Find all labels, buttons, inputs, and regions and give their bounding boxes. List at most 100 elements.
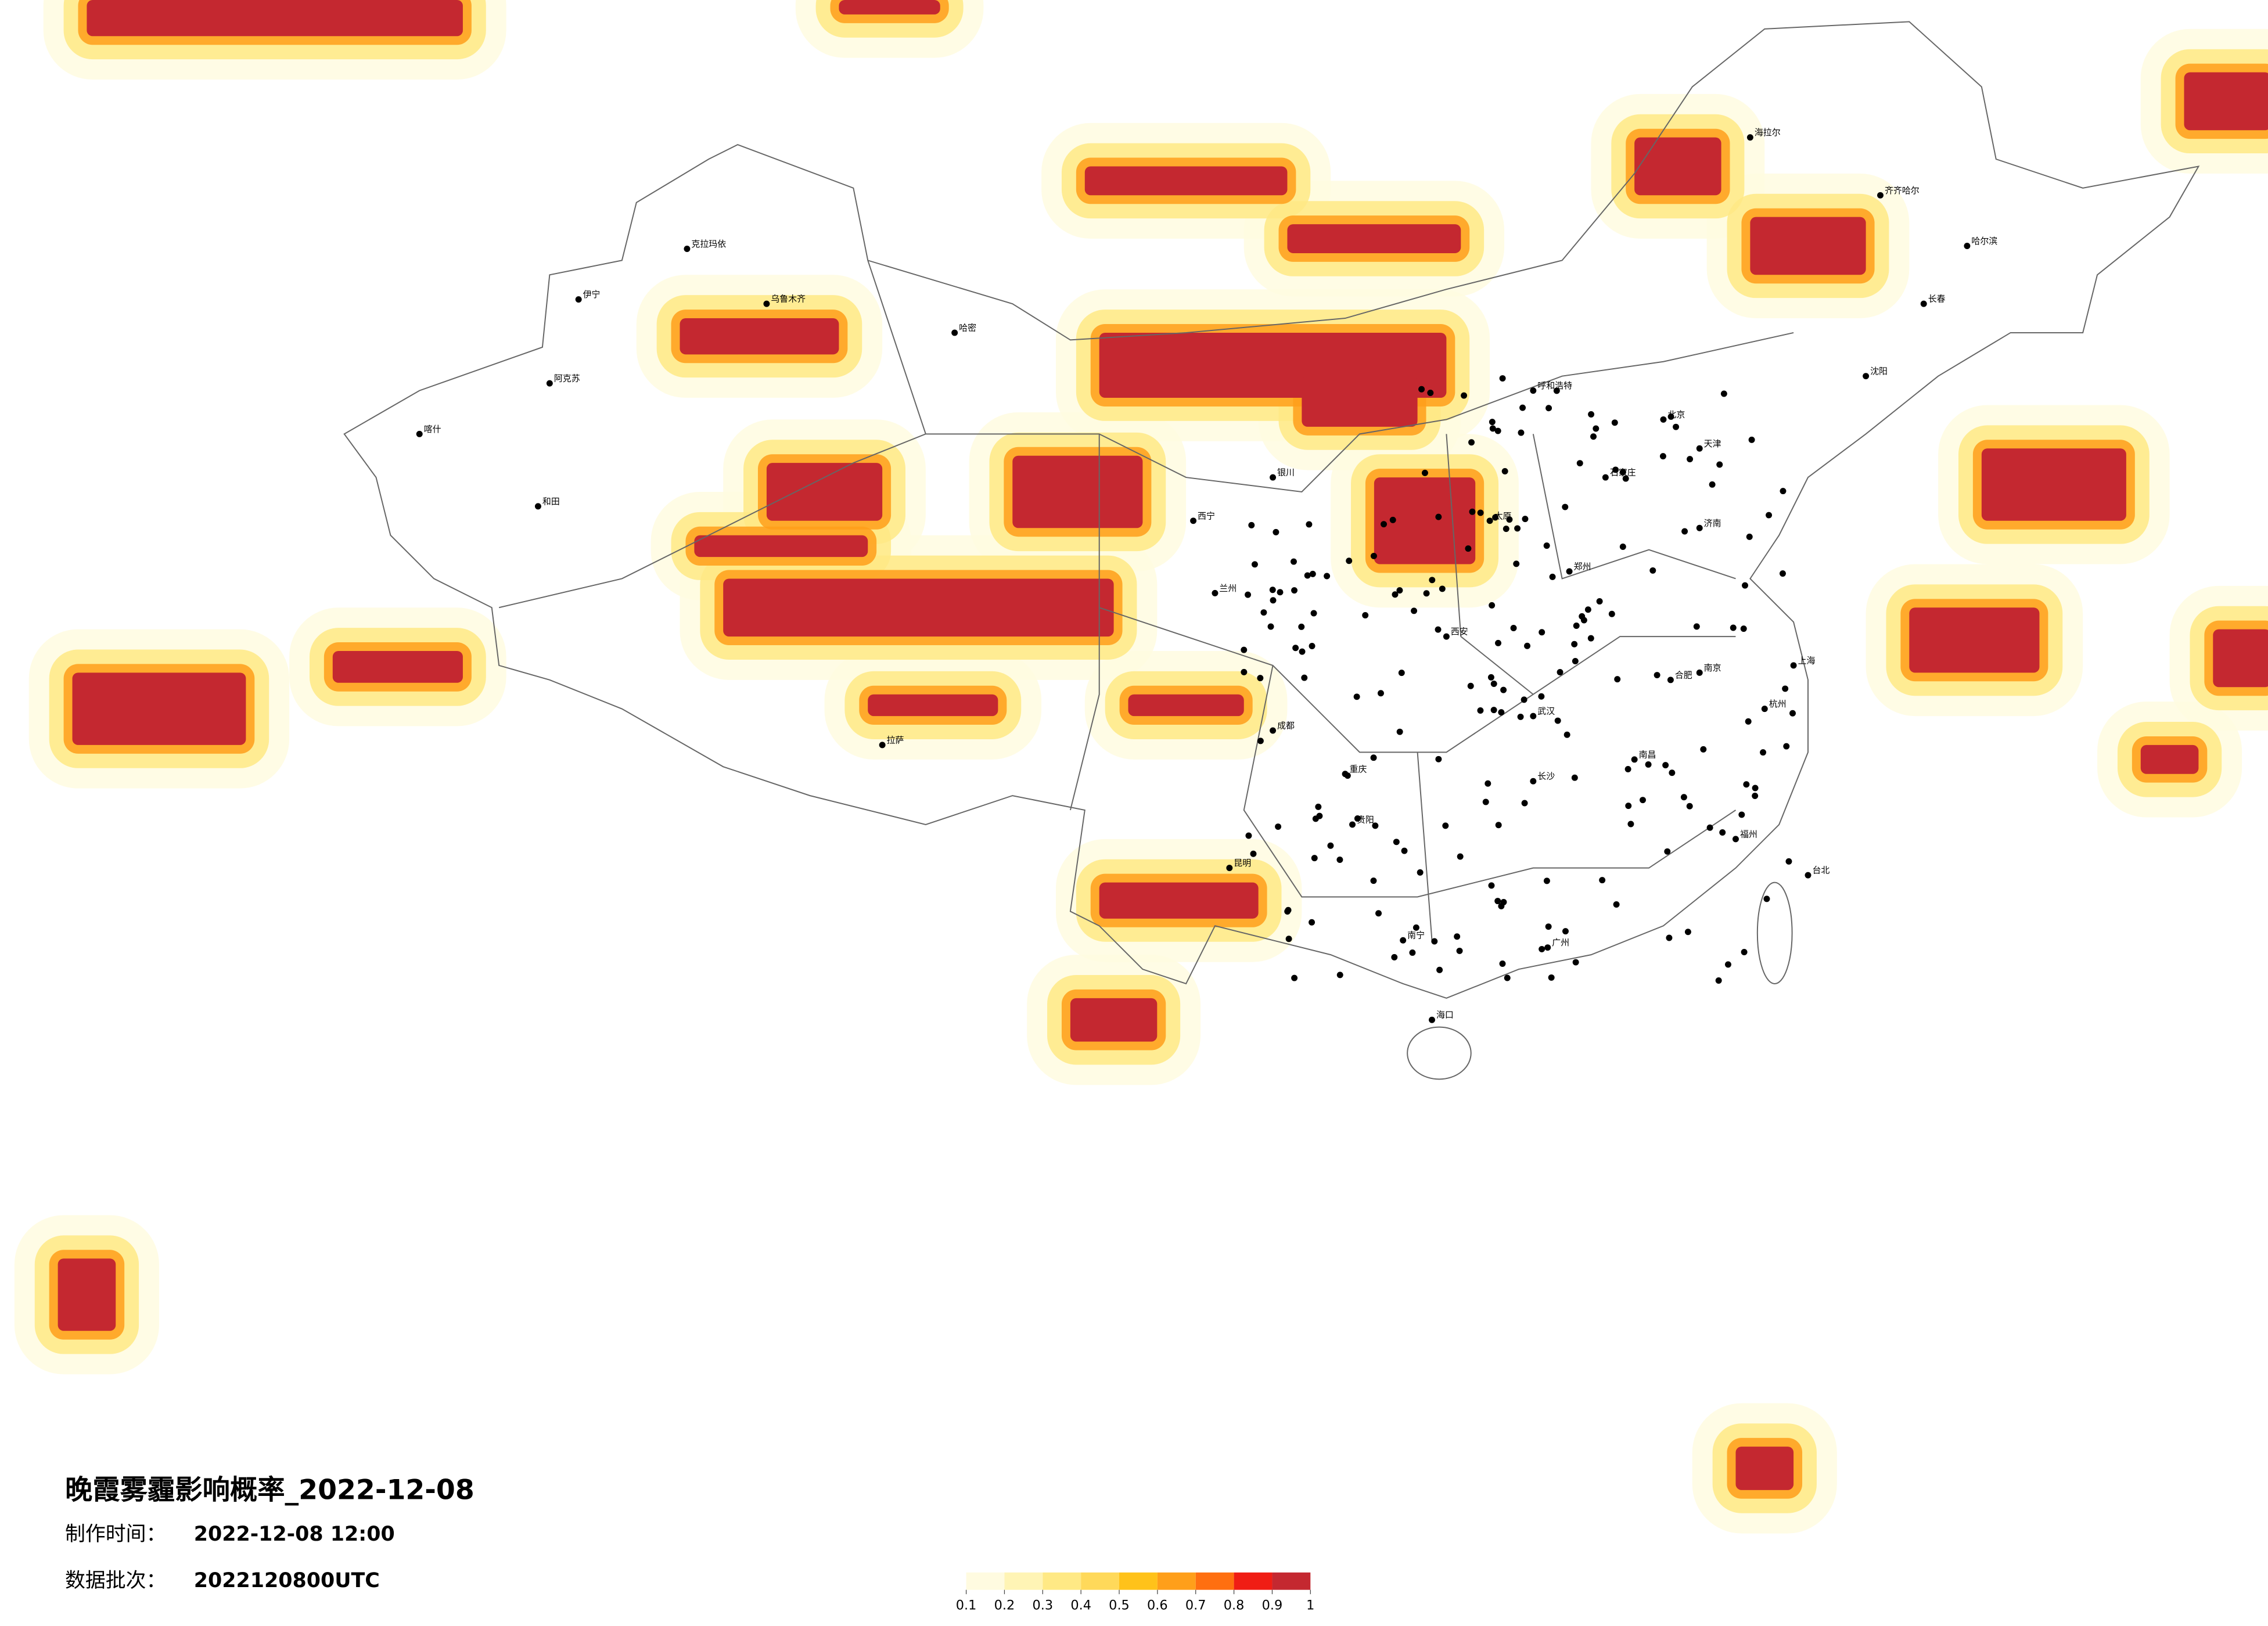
city-dot — [1443, 633, 1450, 640]
probability-area — [766, 463, 883, 521]
city-dot — [1442, 822, 1449, 829]
city-dot — [1500, 898, 1507, 905]
city-dot — [1724, 961, 1731, 968]
city-dot — [1251, 561, 1258, 568]
city-dot — [1248, 521, 1255, 528]
city-dot — [1494, 427, 1501, 434]
city-label: 天津 — [1704, 438, 1721, 449]
city-label: 阿克苏 — [554, 373, 580, 384]
colorbar-tick-label: 1 — [1306, 1598, 1314, 1613]
city-dot — [1625, 803, 1632, 810]
city-dot — [1571, 774, 1578, 781]
city-dot — [1673, 423, 1680, 430]
city-dot — [1521, 800, 1528, 807]
city-dot — [1530, 713, 1537, 720]
city-dot — [1309, 642, 1315, 649]
city-dot — [1566, 568, 1573, 575]
city-dot — [1396, 587, 1403, 594]
city-label: 呼和浩特 — [1537, 380, 1572, 391]
city-dot — [1436, 966, 1443, 973]
probability-area — [1634, 137, 1721, 196]
city-dot — [1738, 811, 1745, 818]
city-label: 齐齐哈尔 — [1885, 185, 1920, 196]
city-dot — [575, 296, 582, 303]
city-dot — [1514, 525, 1521, 532]
city-dot — [1602, 474, 1609, 481]
city-dot — [1746, 134, 1753, 141]
colorbar-tick-label: 0.6 — [1147, 1598, 1168, 1613]
city-dot — [1522, 516, 1529, 523]
city-label: 石家庄 — [1610, 467, 1636, 478]
city-dot — [1662, 762, 1669, 769]
probability-area — [1909, 607, 2040, 673]
city-dot — [1745, 718, 1752, 725]
city-dot — [1429, 1016, 1435, 1023]
colorbar-tick-label: 0.2 — [994, 1598, 1015, 1613]
city-dot — [1468, 439, 1475, 446]
city-dot — [1435, 756, 1442, 762]
city-dot — [1608, 610, 1615, 617]
city-dot — [1782, 685, 1789, 692]
city-dot — [1554, 717, 1561, 724]
city-dot — [1492, 514, 1499, 521]
city-dot — [1349, 821, 1356, 828]
city-dot — [1545, 405, 1552, 412]
city-dot — [1315, 803, 1322, 810]
probability-area — [2184, 72, 2268, 131]
city-dot — [1686, 803, 1693, 810]
city-dot — [1510, 625, 1517, 632]
city-dot — [1654, 672, 1660, 679]
city-dot — [1456, 947, 1463, 954]
city-dot — [1519, 404, 1526, 411]
city-dot — [1562, 503, 1569, 510]
city-dot — [1285, 936, 1292, 942]
city-dot — [1311, 855, 1318, 862]
city-dot — [1461, 392, 1468, 399]
city-dot — [1370, 877, 1377, 884]
city-dot — [1336, 857, 1343, 863]
city-dot — [1299, 648, 1306, 655]
city-dot — [1613, 901, 1620, 908]
city-dot — [1482, 798, 1489, 805]
city-dot — [1557, 669, 1563, 675]
city-dot — [1513, 560, 1520, 567]
city-dot — [1627, 821, 1634, 828]
city-dot — [951, 329, 958, 336]
city-dot — [1439, 585, 1446, 592]
city-dot — [1370, 754, 1377, 761]
city-dot — [1495, 822, 1502, 829]
city-label: 济南 — [1704, 518, 1721, 528]
city-dot — [1743, 781, 1750, 788]
city-dot — [1543, 542, 1550, 549]
city-dot — [1696, 524, 1703, 531]
city-dot — [1327, 842, 1334, 849]
city-dot — [1660, 416, 1667, 423]
city-dot — [1645, 761, 1652, 768]
city-dot — [1427, 389, 1434, 396]
city-dot — [1485, 780, 1491, 787]
probability-area — [72, 672, 246, 745]
city-dot — [1503, 526, 1509, 533]
probability-area — [680, 318, 839, 355]
city-dot — [1495, 639, 1501, 646]
city-dot — [1291, 974, 1298, 981]
city-dot — [1489, 425, 1496, 432]
city-dot — [763, 300, 770, 307]
city-dot — [1783, 743, 1790, 750]
city-dot — [1257, 738, 1264, 744]
city-dot — [1354, 815, 1361, 822]
probability-area — [1287, 224, 1461, 253]
city-dot — [879, 742, 886, 749]
city-dot — [1273, 528, 1279, 535]
city-dot — [1269, 587, 1276, 593]
city-dot — [1342, 771, 1349, 778]
city-dot — [1291, 587, 1298, 594]
city-dot — [1423, 590, 1430, 597]
city-dot — [1409, 949, 1416, 956]
city-label: 昆明 — [1234, 858, 1251, 868]
city-label: 合肥 — [1675, 670, 1692, 680]
city-label: 西宁 — [1198, 510, 1215, 521]
city-label: 哈尔滨 — [1971, 236, 1997, 246]
city-dot — [1572, 657, 1579, 664]
